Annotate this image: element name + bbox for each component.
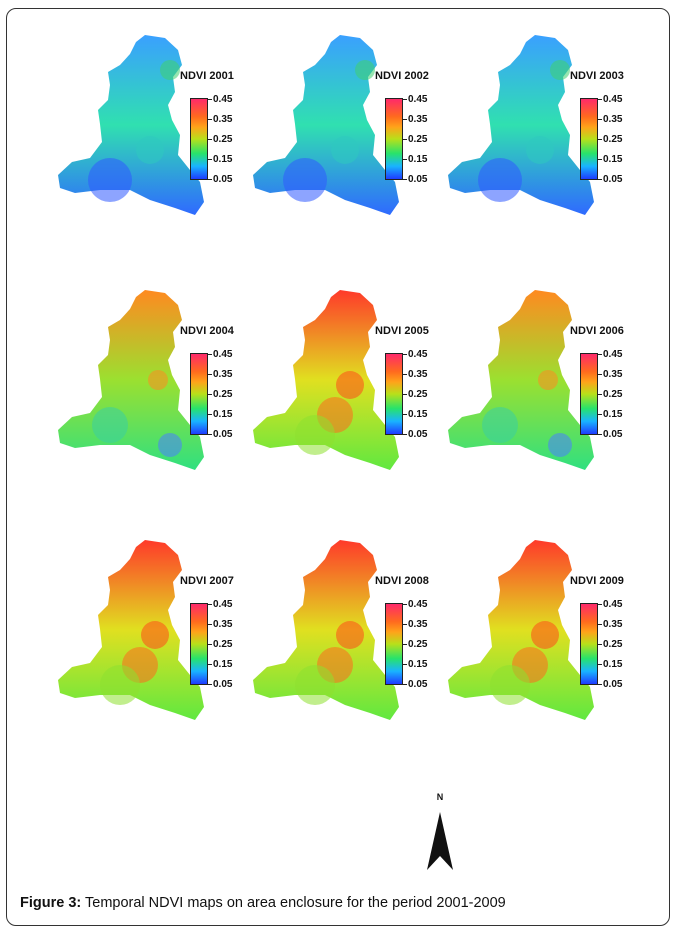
colorbar-tick-label: 0.25 <box>402 639 428 650</box>
colorbar-tick-label: 0.35 <box>597 369 623 380</box>
colorbar-tick-label: 0.15 <box>597 659 623 670</box>
ndvi-map <box>58 35 204 215</box>
colorbar-tick-label: 0.25 <box>402 389 428 400</box>
ndvi-map <box>58 540 204 720</box>
colorbar-tick-label: 0.15 <box>207 409 233 420</box>
colorbar-tick-label: 0.25 <box>597 639 623 650</box>
colorbar-tick-label: 0.45 <box>207 94 233 105</box>
caption-label: Figure 3: <box>20 895 82 911</box>
ndvi-panel: NDVI 2009 0.45 0.35 0.25 0.15 0.05 <box>440 535 655 770</box>
colorbar-tick-label: 0.05 <box>597 174 623 185</box>
ndvi-panel: NDVI 2006 0.45 0.35 0.25 0.15 0.05 <box>440 285 655 520</box>
colorbar-tick-label: 0.35 <box>207 114 233 125</box>
ndvi-colorbar <box>385 353 403 435</box>
ndvi-map <box>448 290 594 470</box>
ndvi-colorbar <box>580 603 598 685</box>
panel-title: NDVI 2007 <box>180 575 234 587</box>
ndvi-colorbar <box>385 98 403 180</box>
ndvi-map <box>58 290 204 470</box>
colorbar-tick-label: 0.45 <box>402 349 428 360</box>
colorbar-tick-label: 0.45 <box>207 349 233 360</box>
panel-title: NDVI 2009 <box>570 575 624 587</box>
colorbar-tick-label: 0.45 <box>207 599 233 610</box>
ndvi-map <box>253 540 399 720</box>
colorbar-tick-label: 0.15 <box>402 409 428 420</box>
ndvi-map <box>253 290 399 470</box>
ndvi-panel: NDVI 2001 0.45 0.35 0.25 0.15 0.05 <box>50 30 265 265</box>
ndvi-panel: NDVI 2008 0.45 0.35 0.25 0.15 0.05 <box>245 535 460 770</box>
panel-title: NDVI 2008 <box>375 575 429 587</box>
ndvi-colorbar <box>190 603 208 685</box>
ndvi-panel: NDVI 2005 0.45 0.35 0.25 0.15 0.05 <box>245 285 460 520</box>
colorbar-tick-label: 0.35 <box>402 619 428 630</box>
ndvi-colorbar <box>190 98 208 180</box>
ndvi-map <box>448 540 594 720</box>
colorbar-tick-label: 0.35 <box>207 369 233 380</box>
colorbar-tick-label: 0.25 <box>207 134 233 145</box>
figure-frame <box>6 8 670 926</box>
colorbar-tick-label: 0.35 <box>597 619 623 630</box>
colorbar-tick-label: 0.15 <box>402 659 428 670</box>
panel-title: NDVI 2004 <box>180 325 234 337</box>
panel-title: NDVI 2003 <box>570 70 624 82</box>
colorbar-tick-label: 0.35 <box>597 114 623 125</box>
ndvi-colorbar <box>385 603 403 685</box>
colorbar-tick-label: 0.25 <box>402 134 428 145</box>
colorbar-tick-label: 0.05 <box>402 679 428 690</box>
panel-title: NDVI 2001 <box>180 70 234 82</box>
caption-text: Temporal NDVI maps on area enclosure for… <box>81 895 506 911</box>
colorbar-tick-label: 0.45 <box>597 94 623 105</box>
colorbar-tick-label: 0.05 <box>402 429 428 440</box>
colorbar-tick-label: 0.15 <box>402 154 428 165</box>
colorbar-tick-label: 0.45 <box>597 599 623 610</box>
colorbar-tick-label: 0.15 <box>207 154 233 165</box>
colorbar-tick-label: 0.15 <box>597 154 623 165</box>
colorbar-tick-label: 0.05 <box>207 429 233 440</box>
panel-title: NDVI 2002 <box>375 70 429 82</box>
colorbar-tick-label: 0.05 <box>402 174 428 185</box>
ndvi-colorbar <box>580 353 598 435</box>
colorbar-tick-label: 0.15 <box>207 659 233 670</box>
colorbar-tick-label: 0.25 <box>597 389 623 400</box>
colorbar-tick-label: 0.05 <box>597 429 623 440</box>
ndvi-panel: NDVI 2004 0.45 0.35 0.25 0.15 0.05 <box>50 285 265 520</box>
colorbar-tick-label: 0.25 <box>597 134 623 145</box>
colorbar-tick-label: 0.45 <box>402 599 428 610</box>
ndvi-map <box>253 35 399 215</box>
colorbar-tick-label: 0.45 <box>597 349 623 360</box>
colorbar-tick-label: 0.45 <box>402 94 428 105</box>
north-arrow-icon: N <box>427 792 453 870</box>
colorbar-tick-label: 0.05 <box>207 174 233 185</box>
colorbar-tick-label: 0.25 <box>207 639 233 650</box>
north-label: N <box>437 792 444 802</box>
colorbar-tick-label: 0.35 <box>402 369 428 380</box>
ndvi-colorbar <box>580 98 598 180</box>
ndvi-colorbar <box>190 353 208 435</box>
ndvi-panel: NDVI 2002 0.45 0.35 0.25 0.15 0.05 <box>245 30 460 265</box>
ndvi-panel: NDVI 2003 0.45 0.35 0.25 0.15 0.05 <box>440 30 655 265</box>
colorbar-tick-label: 0.35 <box>402 114 428 125</box>
ndvi-map <box>448 35 594 215</box>
figure-caption: Figure 3: Temporal NDVI maps on area enc… <box>20 895 506 911</box>
colorbar-tick-label: 0.25 <box>207 389 233 400</box>
panel-title: NDVI 2006 <box>570 325 624 337</box>
panel-title: NDVI 2005 <box>375 325 429 337</box>
colorbar-tick-label: 0.05 <box>207 679 233 690</box>
colorbar-tick-label: 0.05 <box>597 679 623 690</box>
ndvi-panel: NDVI 2007 0.45 0.35 0.25 0.15 0.05 <box>50 535 265 770</box>
colorbar-tick-label: 0.35 <box>207 619 233 630</box>
colorbar-tick-label: 0.15 <box>597 409 623 420</box>
